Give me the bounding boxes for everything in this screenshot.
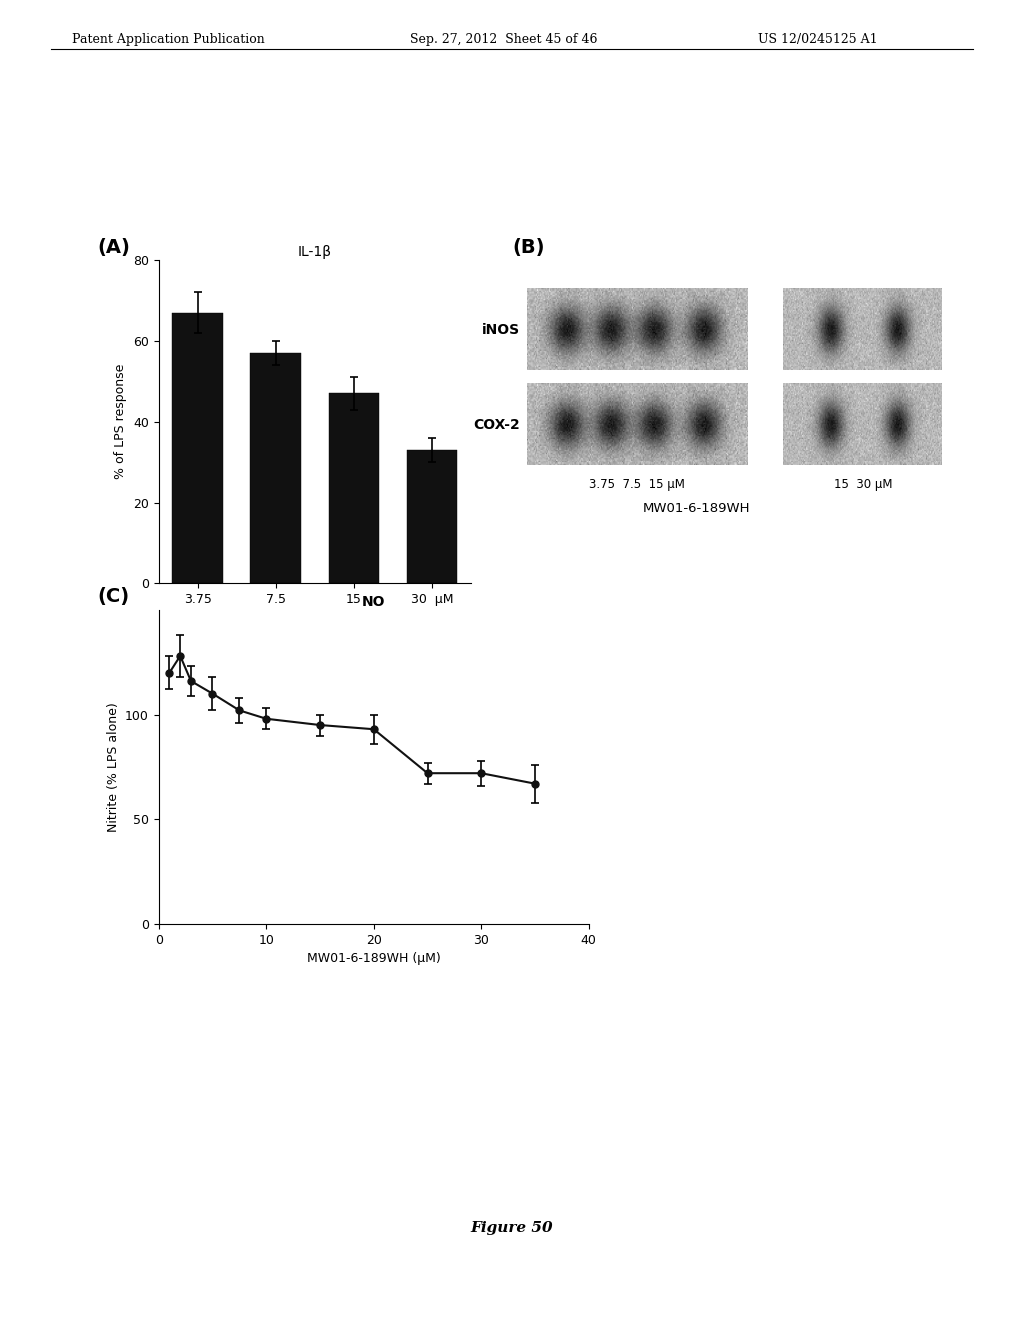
Bar — [329, 393, 379, 583]
Title: IL-1β: IL-1β — [298, 246, 332, 259]
Text: 3.75  7.5  15 μM: 3.75 7.5 15 μM — [589, 478, 685, 491]
Text: US 12/0245125 A1: US 12/0245125 A1 — [758, 33, 878, 46]
Bar — [172, 313, 223, 583]
Text: (B): (B) — [512, 238, 545, 256]
Text: iNOS: iNOS — [482, 323, 520, 337]
Text: Sep. 27, 2012  Sheet 45 of 46: Sep. 27, 2012 Sheet 45 of 46 — [410, 33, 597, 46]
Text: COX-2: COX-2 — [473, 418, 520, 432]
Text: Patent Application Publication: Patent Application Publication — [72, 33, 264, 46]
Text: 15  30 μM: 15 30 μM — [834, 478, 893, 491]
X-axis label: MW01-6-189WH: MW01-6-189WH — [264, 611, 366, 624]
Y-axis label: Nitrite (% LPS alone): Nitrite (% LPS alone) — [106, 702, 120, 832]
X-axis label: MW01-6-189WH (μM): MW01-6-189WH (μM) — [307, 952, 440, 965]
Title: NO: NO — [362, 595, 385, 609]
Text: (C): (C) — [97, 587, 129, 606]
Text: (A): (A) — [97, 238, 130, 256]
Bar — [251, 352, 301, 583]
Text: Figure 50: Figure 50 — [471, 1221, 553, 1236]
Y-axis label: % of LPS response: % of LPS response — [115, 364, 127, 479]
Text: MW01-6-189WH: MW01-6-189WH — [643, 502, 750, 515]
Bar — [407, 450, 458, 583]
